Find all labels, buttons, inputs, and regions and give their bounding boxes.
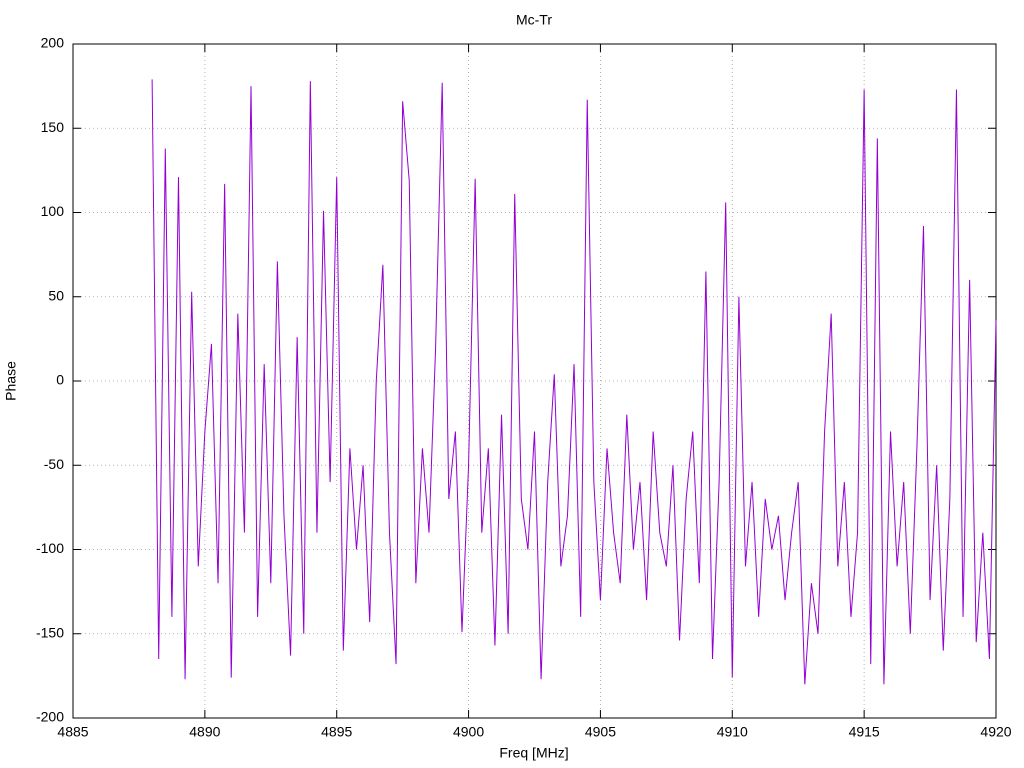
data-line [151, 79, 997, 685]
y-tick-label: -150 [36, 624, 64, 640]
x-tick-label: 4910 [717, 724, 748, 740]
chart-title: Mc-Tr [516, 12, 552, 28]
x-tick-label: 4915 [849, 724, 880, 740]
plot-frame [72, 43, 997, 719]
y-tick-label: 100 [41, 203, 65, 219]
y-tick-label: 200 [41, 35, 65, 51]
y-tick-label: -50 [44, 456, 64, 472]
x-tick-label: 4905 [585, 724, 616, 740]
x-tick-label: 4920 [980, 724, 1011, 740]
x-tick-label: 4890 [189, 724, 220, 740]
x-tick-label: 4885 [57, 724, 88, 740]
y-axis-label: Phase [3, 361, 19, 401]
y-tick-label: 50 [48, 287, 64, 303]
x-tick-label: 4895 [321, 724, 352, 740]
y-tick-label: 150 [41, 119, 65, 135]
y-tick-label: -100 [36, 540, 64, 556]
x-axis-label: Freq [MHz] [499, 745, 568, 761]
y-tick-label: 0 [56, 372, 64, 388]
y-tick-label: -200 [36, 709, 64, 725]
x-tick-label: 4900 [453, 724, 484, 740]
